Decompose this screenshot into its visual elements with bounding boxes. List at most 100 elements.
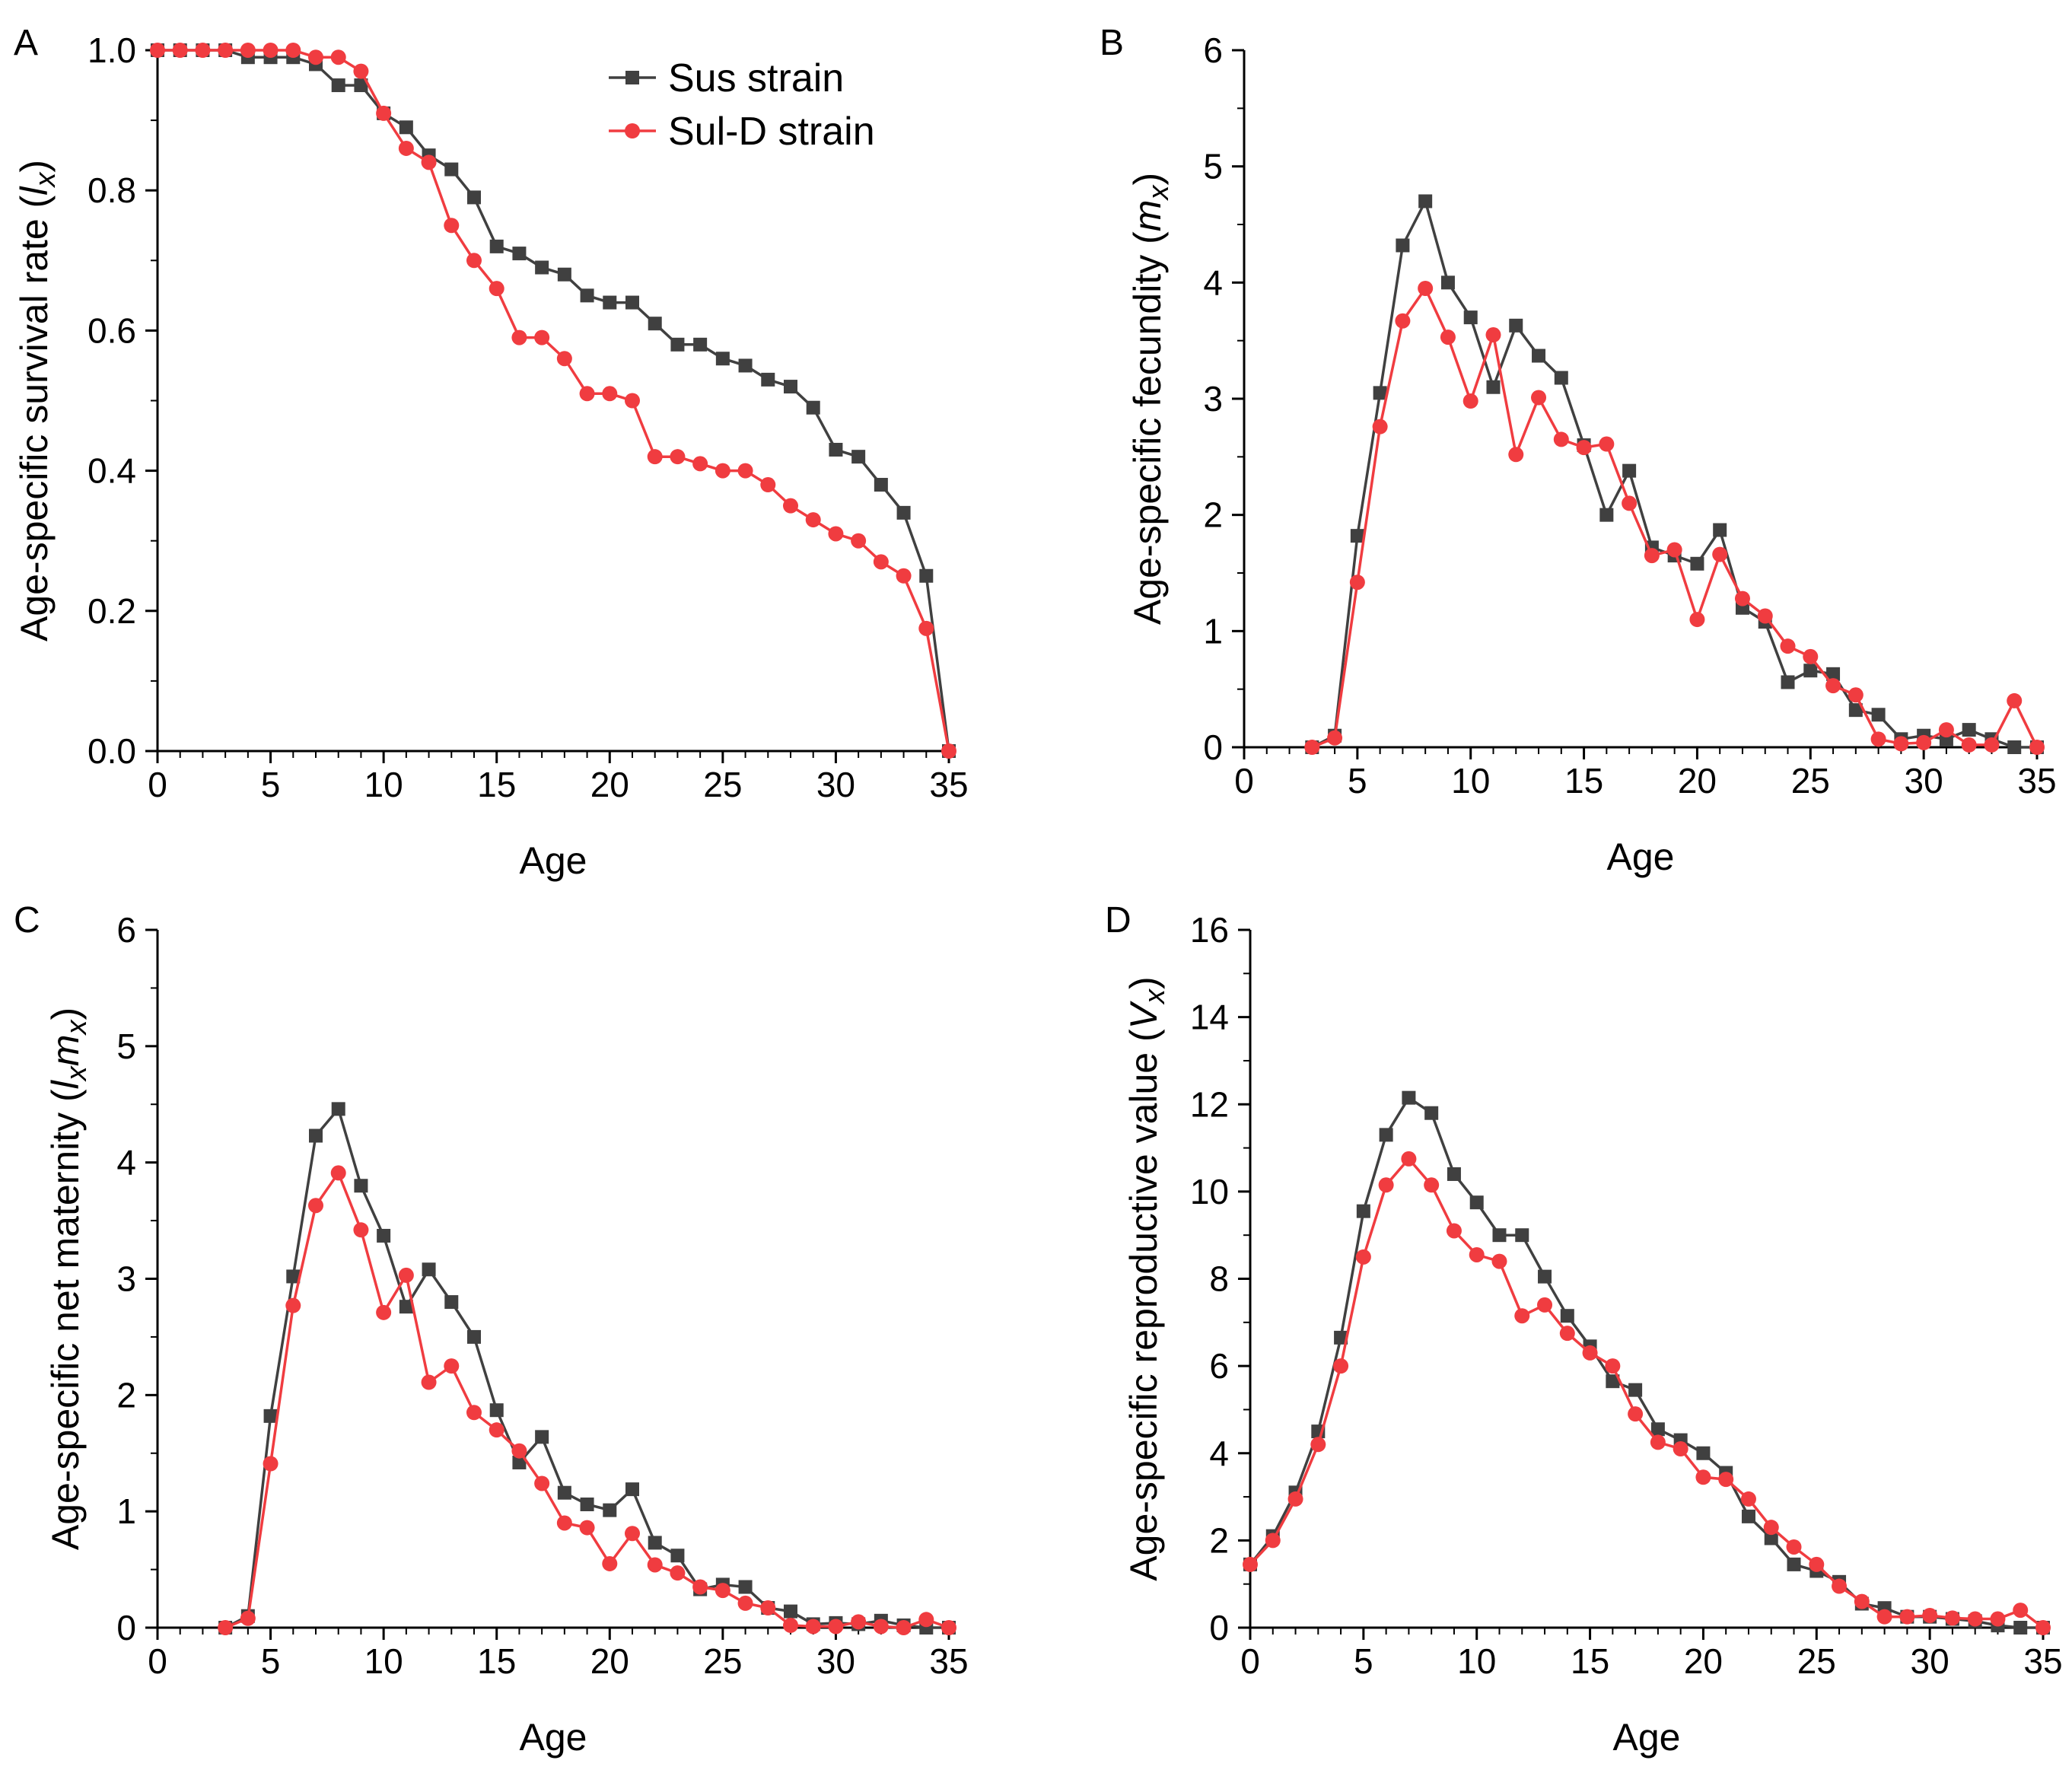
- data-point: [1899, 1609, 1915, 1625]
- data-point: [919, 568, 934, 583]
- data-point: [1803, 664, 1818, 678]
- series-line: [224, 1170, 950, 1629]
- data-point: [489, 239, 504, 253]
- series-line: [158, 49, 950, 752]
- data-point: [150, 43, 165, 58]
- data-point: [240, 1610, 256, 1626]
- data-point: [2013, 1621, 2028, 1635]
- data-point: [761, 372, 775, 387]
- data-point: [1689, 612, 1705, 628]
- data-point: [1763, 1520, 1779, 1536]
- y-axis-title-symbol: m: [1126, 200, 1169, 232]
- data-point: [489, 1422, 504, 1438]
- data-point: [1508, 447, 1524, 463]
- data-point: [1848, 703, 1863, 718]
- panel-letter: D: [1105, 900, 1131, 941]
- data-point: [625, 1526, 640, 1542]
- data-point: [1334, 1330, 1348, 1345]
- data-point: [1424, 1106, 1439, 1120]
- data-point: [896, 505, 911, 520]
- data-point: [1424, 1177, 1440, 1193]
- data-point: [760, 1600, 776, 1616]
- y-tick-label: 4: [1203, 263, 1223, 302]
- y-axis-title-end: ): [13, 160, 56, 173]
- data-point: [1492, 1228, 1507, 1243]
- data-point: [309, 1128, 323, 1143]
- data-point: [376, 105, 392, 121]
- y-tick-label: 0: [1203, 727, 1223, 767]
- data-point: [330, 49, 346, 65]
- data-point: [1356, 1204, 1370, 1218]
- x-tick-label: 15: [1564, 761, 1603, 801]
- data-point: [918, 1612, 934, 1628]
- data-point: [1287, 1491, 1303, 1507]
- series-suld: [1304, 280, 2045, 755]
- data-point: [1938, 722, 1954, 738]
- y-tick-label: 8: [1209, 1259, 1229, 1299]
- y-axis-title-subscript: x: [1139, 988, 1171, 1005]
- data-point: [1780, 638, 1796, 654]
- data-point: [1553, 431, 1569, 447]
- y-axis-title-main: Age-specific survival rate (: [13, 195, 56, 641]
- x-tick-label: 10: [364, 765, 403, 804]
- y-tick-label: 0.8: [88, 170, 136, 210]
- data-point: [670, 337, 685, 352]
- data-point: [489, 281, 504, 297]
- x-tick-label: 35: [2017, 761, 2056, 801]
- data-point: [1848, 687, 1864, 703]
- data-point: [1243, 1556, 1258, 1572]
- data-point: [512, 247, 527, 261]
- panel-letter: A: [14, 23, 38, 63]
- data-point: [534, 329, 550, 345]
- panel-d: D 0 5 10 15 20 25 30 35 0 2 4 6 8 10 12 14 16 Age Age-speci…: [1105, 900, 2063, 1759]
- panel-b: B 0 5 10 15 20 25 30 35 0 1 2 3 4 5 6 Age Age-specific fe…: [1100, 23, 2057, 878]
- data-point: [1712, 546, 1728, 562]
- data-point: [1265, 1533, 1281, 1549]
- data-point: [783, 498, 798, 514]
- data-point: [693, 337, 708, 352]
- series-line: [1249, 1096, 2043, 1629]
- data-point: [805, 1619, 821, 1635]
- data-point: [1402, 1090, 1416, 1105]
- series-sus: [218, 1102, 956, 1635]
- x-tick-label: 25: [1791, 761, 1830, 801]
- y-tick-label: 6: [1209, 1346, 1229, 1386]
- data-point: [1628, 1406, 1644, 1422]
- y-axis-title-subscript: x: [30, 171, 62, 189]
- data-point: [1350, 529, 1364, 543]
- y-tick-label: 4: [116, 1143, 136, 1183]
- data-point: [1787, 1557, 1801, 1571]
- data-point: [377, 1228, 391, 1243]
- data-point: [1514, 1308, 1530, 1324]
- data-point: [286, 1269, 301, 1284]
- data-point: [172, 43, 188, 58]
- data-point: [511, 329, 527, 345]
- data-point: [896, 568, 912, 584]
- data-point: [851, 450, 866, 464]
- data-point: [1349, 575, 1365, 590]
- y-tick-label: 14: [1190, 998, 1229, 1037]
- x-tick-label: 5: [1348, 761, 1367, 801]
- data-point: [1599, 436, 1615, 452]
- x-tick-label: 35: [2023, 1641, 2062, 1681]
- data-point: [874, 478, 888, 492]
- data-point: [1876, 1609, 1892, 1625]
- x-tick-label: 10: [364, 1641, 403, 1681]
- data-point: [1826, 667, 1841, 681]
- legend-item: Sul-D strain: [609, 110, 875, 154]
- data-point: [806, 400, 820, 415]
- y-axis-title-main: Age-specific reproductive value (: [1122, 1029, 1165, 1581]
- data-point: [1327, 730, 1343, 746]
- data-point: [1825, 678, 1841, 694]
- y-tick-label: 3: [1203, 379, 1223, 419]
- y-tick-label: 5: [1203, 147, 1223, 186]
- y-tick-label: 6: [1203, 30, 1223, 70]
- data-point: [941, 743, 956, 759]
- data-point: [1462, 393, 1478, 409]
- data-point: [1893, 736, 1909, 752]
- data-point: [1650, 1422, 1665, 1437]
- x-tick-label: 5: [261, 1641, 281, 1681]
- x-tick-label: 15: [477, 765, 516, 804]
- series-sus: [1243, 1090, 2050, 1635]
- data-point: [489, 1403, 504, 1418]
